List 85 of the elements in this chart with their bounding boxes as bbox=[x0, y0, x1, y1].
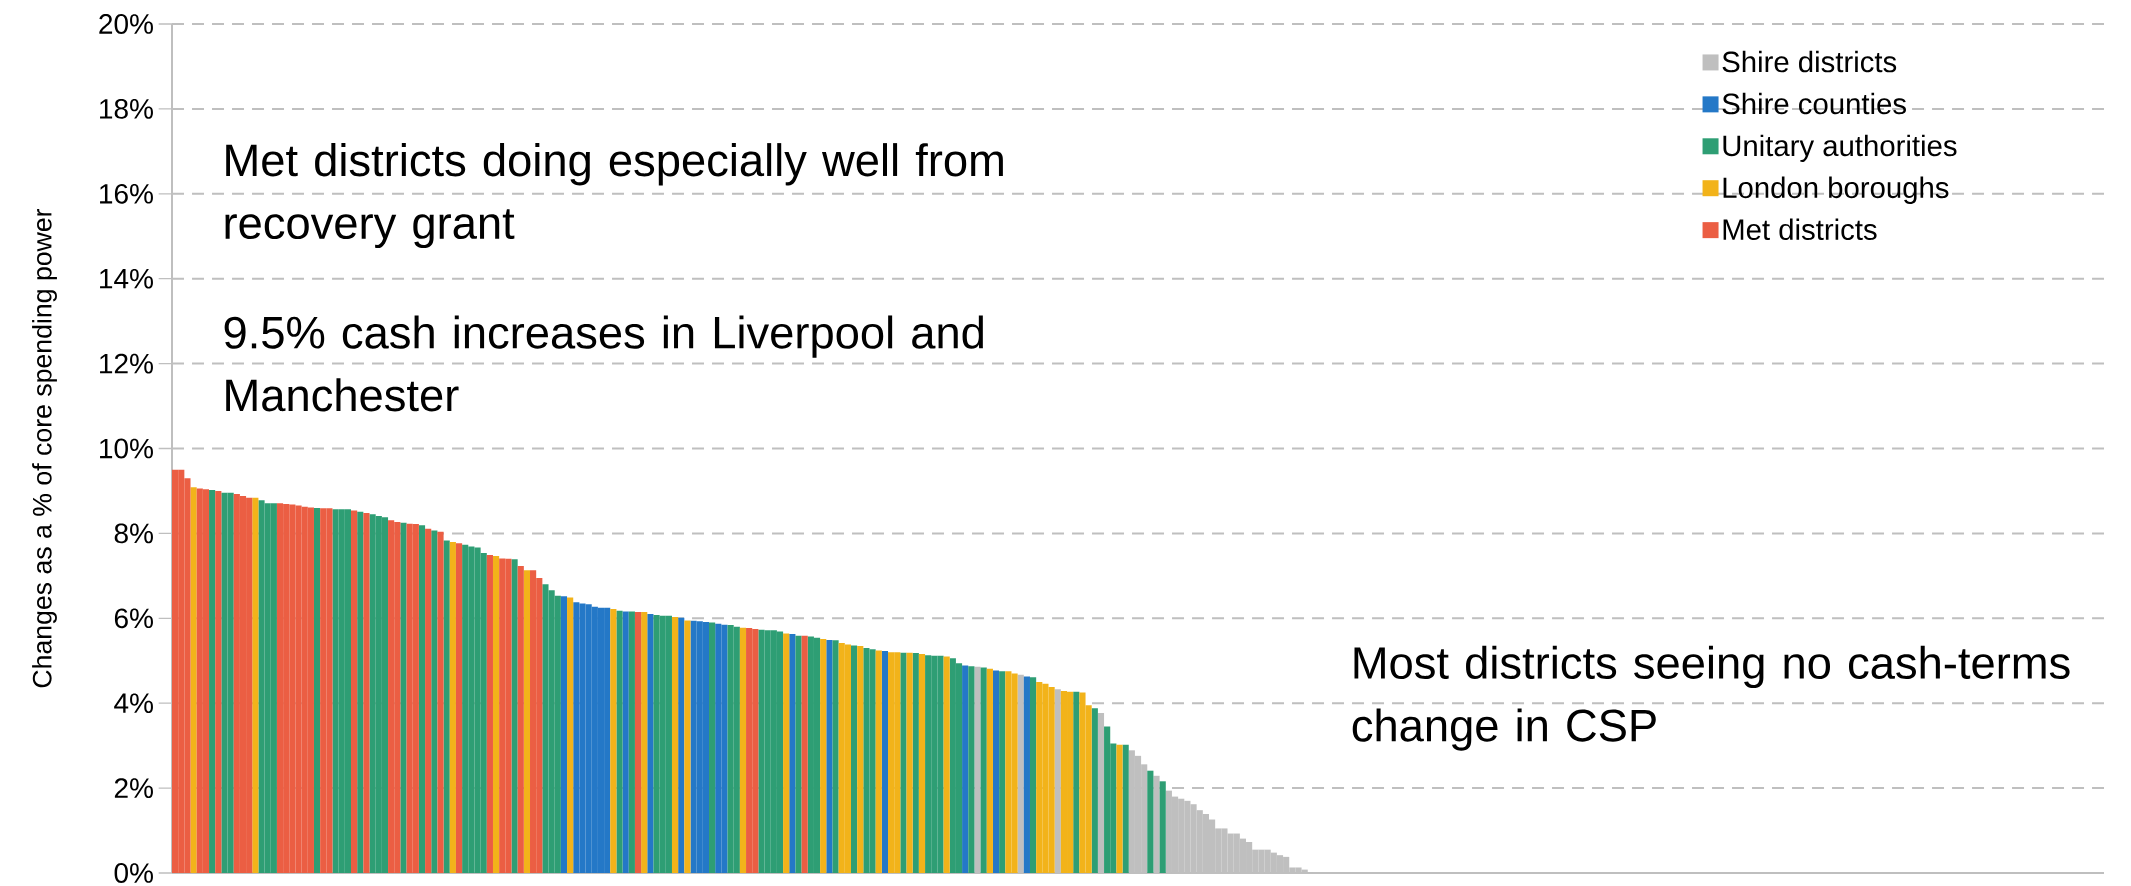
bar bbox=[739, 627, 747, 873]
bar bbox=[992, 670, 1000, 873]
annotation: Most districts seeing no cash-terms change in CSP bbox=[1352, 645, 2070, 751]
bar bbox=[1029, 677, 1037, 873]
bar bbox=[567, 597, 574, 873]
bar bbox=[850, 645, 858, 873]
bar bbox=[962, 665, 969, 873]
bar bbox=[789, 634, 796, 873]
bar bbox=[709, 622, 716, 873]
bar bbox=[875, 650, 882, 873]
bar bbox=[418, 525, 426, 873]
bar bbox=[610, 608, 617, 873]
bar bbox=[999, 671, 1006, 873]
bar bbox=[912, 653, 919, 873]
bar bbox=[313, 507, 321, 873]
bar bbox=[678, 617, 685, 873]
y-tick-label: 12% bbox=[100, 353, 153, 374]
bar bbox=[826, 639, 833, 873]
bar bbox=[363, 513, 370, 873]
bar bbox=[357, 511, 364, 873]
bar bbox=[918, 653, 926, 873]
bar bbox=[351, 510, 358, 873]
bar bbox=[523, 570, 531, 873]
y-axis-title: Changes as a % of core spending power bbox=[32, 208, 57, 688]
legend-label: Met districts bbox=[1723, 218, 1877, 241]
bar bbox=[431, 530, 438, 873]
y-tick-label: 8% bbox=[114, 523, 153, 544]
bar bbox=[215, 490, 222, 873]
bar bbox=[1023, 676, 1030, 873]
y-tick-label: 18% bbox=[100, 98, 153, 119]
legend-label: Unitary authorities bbox=[1723, 134, 1957, 162]
bar bbox=[400, 522, 407, 873]
bar bbox=[783, 633, 790, 873]
annotation: 9.5% cash increases in Liverpool and Manchester bbox=[224, 315, 983, 412]
bar bbox=[795, 635, 802, 873]
y-tick-label: 2% bbox=[114, 778, 153, 798]
annotation: Met districts doing especially well from recovery grant bbox=[225, 143, 1003, 249]
y-tick-label: 10% bbox=[100, 438, 153, 459]
bar bbox=[560, 596, 568, 873]
y-tick-label: 14% bbox=[100, 268, 153, 289]
bar bbox=[1073, 691, 1080, 873]
bar bbox=[641, 611, 648, 873]
y-tick-label: 20% bbox=[99, 14, 153, 34]
bar bbox=[647, 614, 654, 873]
bar bbox=[801, 635, 808, 873]
bar bbox=[511, 559, 518, 873]
legend-label: Shire districts bbox=[1722, 50, 1897, 73]
bar bbox=[486, 555, 493, 873]
y-tick-label: 6% bbox=[114, 608, 153, 629]
y-tick-label: 0% bbox=[114, 863, 153, 883]
bar bbox=[906, 652, 913, 873]
bar bbox=[671, 617, 679, 873]
bar bbox=[832, 640, 839, 873]
bar bbox=[820, 639, 827, 873]
bar bbox=[622, 611, 629, 873]
y-tick-label: 4% bbox=[114, 693, 153, 713]
bar bbox=[190, 487, 197, 873]
bar bbox=[517, 566, 524, 873]
bar bbox=[252, 497, 259, 873]
bar bbox=[425, 528, 432, 873]
bar bbox=[1091, 708, 1098, 873]
bar bbox=[492, 555, 500, 873]
bar bbox=[968, 666, 975, 873]
legend-label: London boroughs bbox=[1723, 176, 1949, 204]
bar bbox=[443, 540, 450, 873]
bar bbox=[980, 667, 987, 873]
bar bbox=[1159, 781, 1166, 873]
bar bbox=[437, 531, 444, 873]
bar bbox=[1116, 744, 1123, 873]
bar bbox=[455, 543, 463, 873]
legend-label: Shire counties bbox=[1722, 92, 1906, 115]
bar bbox=[684, 620, 691, 873]
y-tick-label: 16% bbox=[100, 183, 153, 204]
bar bbox=[857, 645, 864, 873]
bar bbox=[1122, 744, 1129, 873]
bar bbox=[634, 611, 642, 873]
bar bbox=[943, 656, 950, 873]
bar bbox=[900, 652, 907, 873]
bar bbox=[628, 611, 635, 873]
bar bbox=[449, 541, 456, 873]
bar bbox=[209, 490, 216, 873]
bar bbox=[1147, 770, 1154, 873]
bar bbox=[881, 650, 889, 873]
bar bbox=[616, 610, 623, 873]
bar bbox=[986, 668, 993, 873]
